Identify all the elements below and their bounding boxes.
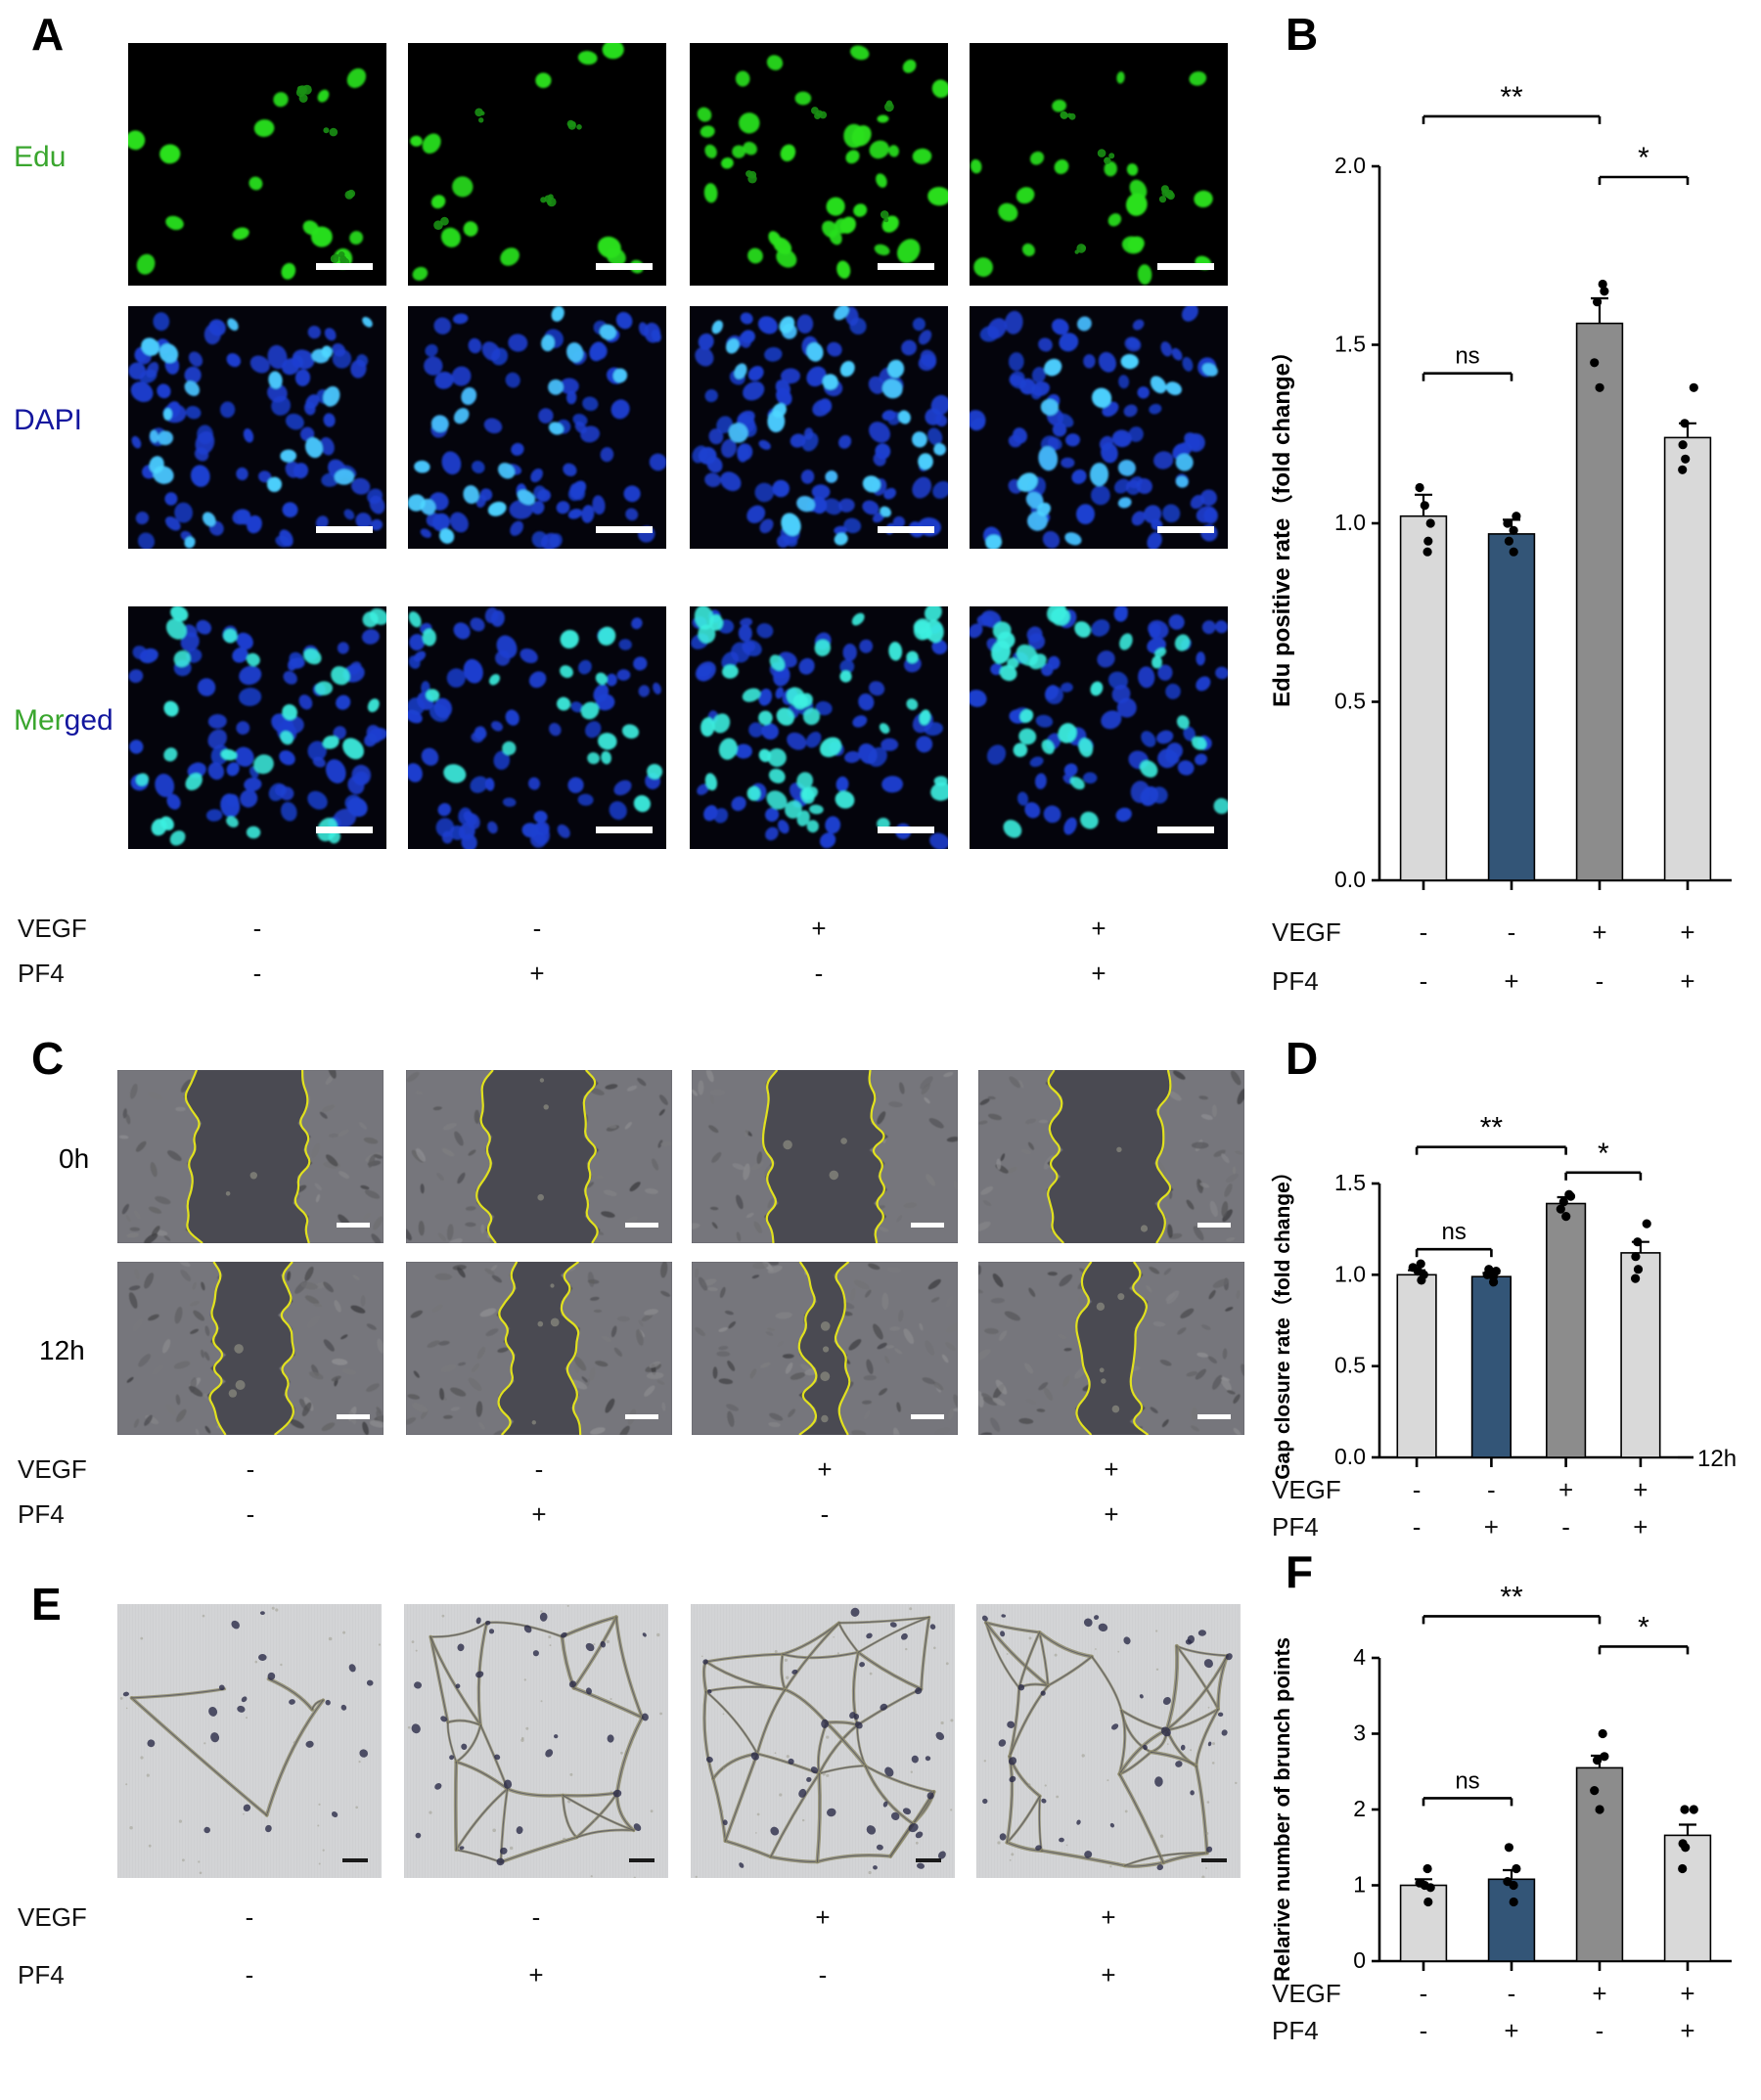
svg-text:*: * — [1598, 1138, 1609, 1170]
svg-text:ns: ns — [1455, 343, 1479, 370]
svg-text:*: * — [1638, 142, 1649, 174]
svg-text:Gap closure rate（fold change）: Gap closure rate（fold change） — [1271, 1161, 1294, 1480]
svg-text:1.0: 1.0 — [1334, 1261, 1366, 1286]
svg-text:**: ** — [1500, 81, 1523, 113]
svg-text:3: 3 — [1353, 1720, 1366, 1746]
svg-text:2: 2 — [1353, 1796, 1366, 1821]
svg-text:0: 0 — [1353, 1947, 1366, 1973]
svg-text:12h: 12h — [1697, 1446, 1737, 1472]
svg-text:ns: ns — [1455, 1767, 1479, 1794]
svg-text:2.0: 2.0 — [1334, 153, 1366, 178]
svg-text:1.0: 1.0 — [1334, 510, 1366, 535]
svg-text:ns: ns — [1442, 1219, 1467, 1245]
svg-text:**: ** — [1480, 1112, 1504, 1144]
svg-text:*: * — [1638, 1611, 1649, 1643]
svg-text:0.5: 0.5 — [1334, 1353, 1366, 1378]
svg-text:4: 4 — [1353, 1644, 1366, 1670]
svg-text:0.0: 0.0 — [1334, 867, 1366, 892]
svg-text:**: ** — [1500, 1581, 1523, 1613]
svg-text:1.5: 1.5 — [1334, 1170, 1366, 1195]
svg-text:1: 1 — [1353, 1872, 1366, 1898]
svg-text:0.0: 0.0 — [1334, 1444, 1366, 1469]
svg-text:0.5: 0.5 — [1334, 689, 1366, 714]
svg-text:Edu positive rate（fold change）: Edu positive rate（fold change） — [1272, 339, 1295, 707]
svg-text:1.5: 1.5 — [1334, 332, 1366, 357]
svg-text:Relarive number of brunch poin: Relarive number of brunch points — [1272, 1637, 1294, 1982]
